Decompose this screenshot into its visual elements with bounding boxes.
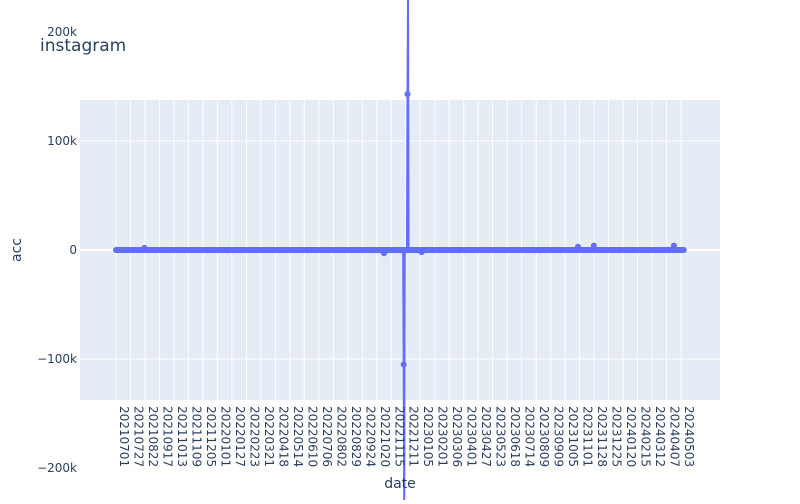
data-point — [680, 247, 687, 253]
x-tick-label: 20231128 — [595, 406, 609, 467]
x-tick-label: 20230523 — [494, 406, 508, 467]
x-tick-label: 20210701 — [117, 406, 131, 467]
x-tick-label: 20220418 — [276, 406, 290, 467]
y-tick-label: 100k — [47, 134, 77, 148]
x-tick-label: 20240215 — [639, 406, 653, 467]
x-tick-label: 20211109 — [189, 406, 203, 467]
data-point — [404, 91, 411, 98]
y-tick-label: 200k — [47, 25, 77, 39]
x-tick-label: 20220802 — [334, 406, 348, 467]
x-tick-label: 20230909 — [552, 406, 566, 467]
x-tick-label: 20221020 — [378, 406, 392, 467]
x-tick-label: 20210917 — [160, 406, 174, 467]
x-tick-label: 20230809 — [537, 406, 551, 467]
x-axis-ticks: 20210701 20210727 20210822 20210917 20211013… — [117, 406, 696, 467]
x-tick-label: 20240120 — [624, 406, 638, 467]
x-tick-label: 20240503 — [682, 406, 696, 467]
x-tick-label: 20220101 — [218, 406, 232, 467]
y-axis-ticks: −200k −100k 0 100k 200k — [37, 25, 77, 475]
series — [113, 0, 687, 504]
y-tick-label: 0 — [69, 243, 77, 257]
x-tick-label: 20230201 — [436, 406, 450, 467]
x-tick-label: 20220610 — [305, 406, 319, 467]
x-tick-label: 20220829 — [349, 406, 363, 467]
x-tick-label: 20220321 — [262, 406, 276, 467]
x-tick-label: 20220706 — [320, 406, 334, 467]
x-tick-label: 20240407 — [668, 406, 682, 467]
y-tick-label: −200k — [37, 461, 77, 475]
x-tick-label: 20231225 — [610, 406, 624, 467]
x-tick-label: 20240312 — [653, 406, 667, 467]
x-tick-label: 20231101 — [581, 406, 595, 467]
x-tick-label: 20221115 — [392, 406, 406, 467]
y-axis-label: acc — [9, 238, 25, 262]
x-tick-label: 20230427 — [479, 406, 493, 467]
x-tick-label: 20230306 — [450, 406, 464, 467]
x-tick-label: 20220127 — [233, 406, 247, 467]
x-tick-label: 20230714 — [523, 406, 537, 467]
x-tick-label: 20211205 — [204, 406, 218, 467]
x-tick-label: 20221211 — [407, 406, 421, 467]
y-tick-label: −100k — [37, 352, 77, 366]
data-point — [400, 361, 407, 368]
x-tick-label: 20210727 — [131, 406, 145, 467]
x-tick-label: 20220514 — [291, 406, 305, 467]
x-tick-label: 20220223 — [247, 406, 261, 467]
x-tick-label: 20211013 — [175, 406, 189, 467]
x-tick-label: 20231005 — [566, 406, 580, 467]
x-tick-label: 20230401 — [465, 406, 479, 467]
x-tick-label: 20210822 — [146, 406, 160, 467]
x-tick-label: 20230105 — [421, 406, 435, 467]
chart-title: instagram — [40, 36, 126, 56]
x-axis-label: date — [384, 476, 416, 492]
x-tick-label: 20230618 — [508, 406, 522, 467]
x-tick-label: 20220924 — [363, 406, 377, 467]
